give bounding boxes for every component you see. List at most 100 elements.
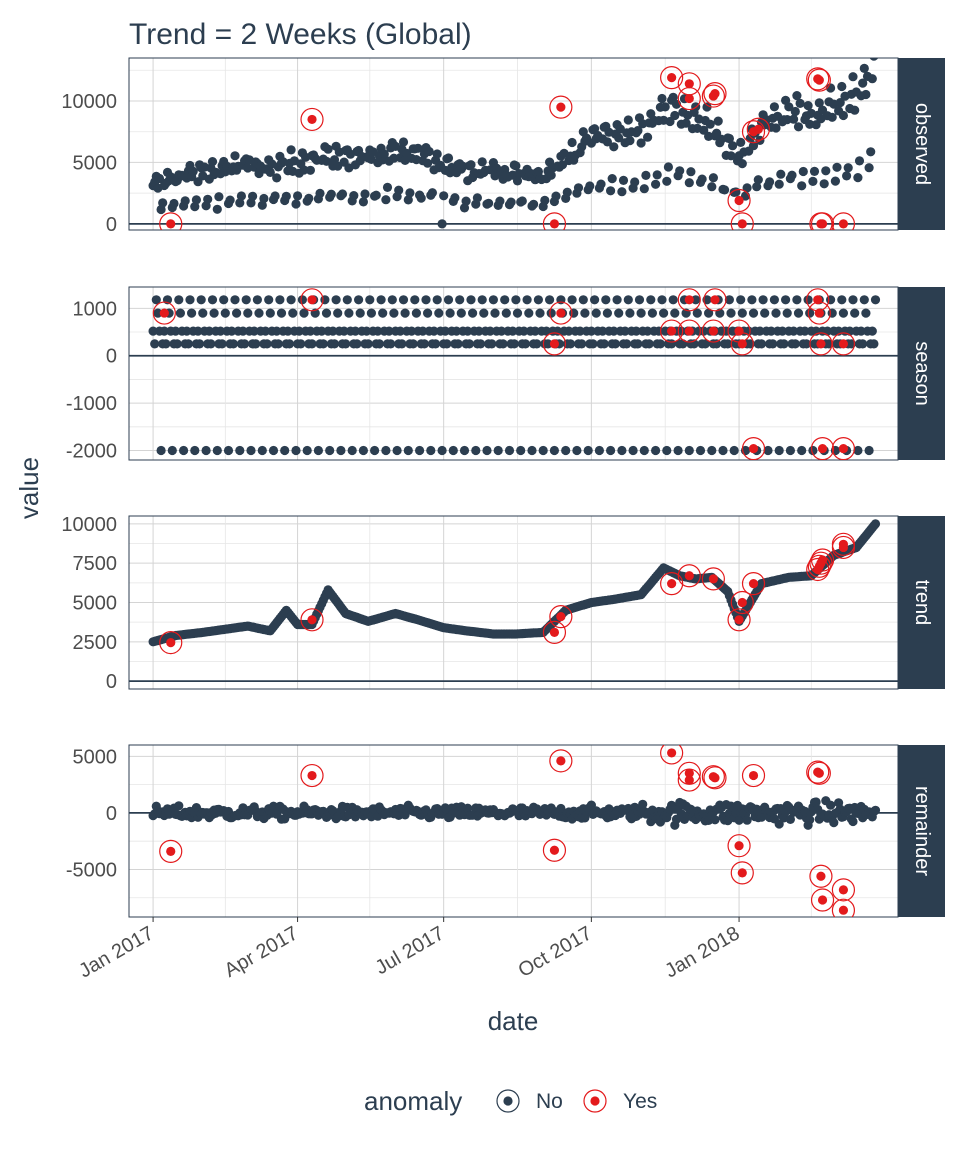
data-point <box>830 176 841 186</box>
data-point <box>272 326 282 336</box>
anomaly-point <box>684 295 694 305</box>
data-point <box>220 308 230 318</box>
anomaly-point <box>684 326 694 336</box>
data-point <box>723 339 733 349</box>
anomaly-ring <box>300 107 324 132</box>
data-point <box>516 445 526 456</box>
data-point <box>853 445 863 456</box>
data-point <box>400 308 410 318</box>
data-point <box>476 339 486 349</box>
data-point <box>808 445 818 456</box>
data-point <box>620 326 630 336</box>
data-point <box>354 295 364 305</box>
anomaly-ring <box>810 437 835 460</box>
y-tick-label: 0 <box>106 671 117 693</box>
data-point <box>381 445 391 456</box>
data-point <box>358 197 368 207</box>
data-point <box>174 295 184 305</box>
data-point <box>801 339 812 349</box>
data-point <box>315 188 325 198</box>
data-point <box>464 339 474 349</box>
data-point <box>636 308 646 318</box>
data-point <box>493 445 503 456</box>
anomaly-point <box>684 775 694 785</box>
data-point <box>423 158 433 168</box>
data-point <box>291 445 301 456</box>
facet-strip-label: trend <box>911 580 933 626</box>
anomaly-ring <box>542 212 567 230</box>
anomaly-ring <box>701 567 725 591</box>
data-point <box>769 102 780 112</box>
anomaly-point <box>734 615 744 625</box>
data-point <box>230 295 240 305</box>
data-point <box>643 326 653 336</box>
data-point <box>243 308 253 318</box>
data-point <box>265 167 275 177</box>
data-point <box>870 805 881 815</box>
data-point <box>468 308 478 318</box>
anomaly-point <box>814 768 824 778</box>
data-point <box>578 295 588 305</box>
data-point <box>321 308 332 318</box>
data-point <box>466 295 476 305</box>
data-point <box>577 339 587 349</box>
data-point <box>240 339 250 349</box>
data-point <box>797 445 807 456</box>
data-point <box>742 183 752 193</box>
data-point <box>638 799 648 809</box>
anomaly-point <box>549 845 560 855</box>
data-point <box>633 126 643 136</box>
data-point <box>871 35 880 44</box>
anomaly-point <box>307 615 317 625</box>
x-tick-label: Oct 2017 <box>515 922 596 982</box>
data-point <box>320 295 330 305</box>
data-point <box>188 166 198 176</box>
anomaly-ring <box>300 763 324 788</box>
data-point <box>826 295 836 305</box>
anomaly-ring <box>741 437 766 460</box>
anomaly-ring <box>810 212 835 230</box>
data-point <box>742 815 752 825</box>
anomaly-ring <box>660 319 684 343</box>
data-point <box>305 326 315 336</box>
y-tick-label: 0 <box>106 346 117 368</box>
anomaly-ring <box>831 212 856 230</box>
anomaly-ring <box>542 838 567 862</box>
data-point <box>793 308 804 318</box>
anomaly-ring <box>727 188 751 213</box>
y-tick-label: 0 <box>106 803 117 825</box>
data-point <box>869 58 879 61</box>
anomaly-point <box>748 444 759 454</box>
data-point <box>737 308 747 318</box>
x-tick-label: Jan 2018 <box>661 922 743 982</box>
data-point <box>366 308 376 318</box>
data-point <box>275 295 285 305</box>
y-tick-label: 7500 <box>73 553 118 575</box>
data-point <box>395 326 405 336</box>
data-point <box>625 308 635 318</box>
data-point <box>776 169 786 179</box>
facet-strip <box>898 516 945 689</box>
y-tick-label: 10000 <box>61 91 117 113</box>
anomaly-ring <box>542 620 567 644</box>
data-point <box>633 339 643 349</box>
anomaly-point <box>734 195 744 206</box>
data-point <box>362 326 372 336</box>
anomaly-point <box>814 75 824 85</box>
data-point <box>546 308 556 318</box>
data-point <box>564 326 574 336</box>
data-point <box>655 339 666 349</box>
anomaly-point <box>838 339 849 349</box>
data-point <box>195 339 205 349</box>
data-point <box>508 326 518 336</box>
data-point <box>699 326 709 336</box>
data-point <box>148 326 158 336</box>
data-point <box>837 295 847 305</box>
data-point <box>511 161 521 171</box>
data-point <box>790 339 800 349</box>
anomaly-ring <box>677 768 701 792</box>
data-point <box>718 445 728 456</box>
data-point <box>724 133 735 144</box>
anomaly-point <box>838 885 849 895</box>
anomaly-point <box>710 773 720 783</box>
